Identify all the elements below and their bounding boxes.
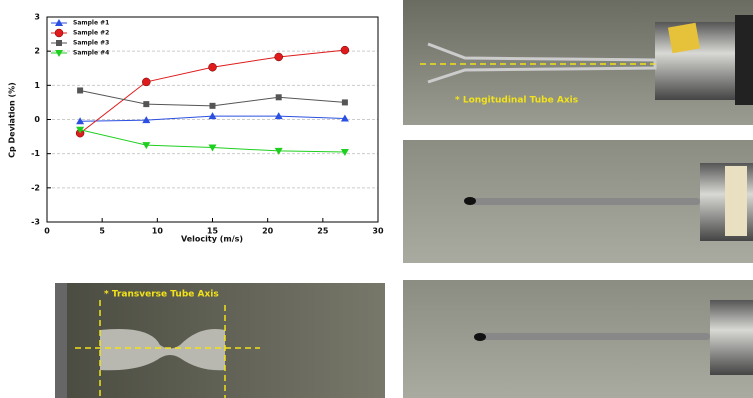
photo-transverse: * Transverse Tube Axis: [55, 283, 385, 398]
legend-marker: [55, 19, 63, 26]
y-tick-label: 0: [34, 115, 40, 124]
y-tick-label: -2: [31, 183, 40, 192]
legend-marker: [54, 28, 64, 38]
annotation: * Transverse Tube Axis: [104, 290, 219, 300]
data-point: [340, 45, 350, 55]
data-point: [76, 126, 85, 134]
data-point: [274, 147, 283, 155]
legend-label: Sample #1: [73, 20, 109, 27]
y-tick-label: -1: [31, 149, 40, 158]
data-point: [340, 114, 349, 122]
photo-longitudinal: * Longitudinal Tube Axis: [403, 0, 753, 125]
x-tick-label: 25: [317, 227, 329, 236]
annotation: * Longitudinal Tube Axis: [455, 96, 578, 106]
x-axis-label: Velocity (m/s): [181, 235, 243, 244]
chart: Cp Deviation (%) Velocity (m/s) -3 -2 -1 0 1…: [8, 13, 384, 244]
x-tick-label: 30: [372, 227, 384, 236]
legend-label: Sample #2: [73, 30, 109, 37]
data-point: [208, 112, 217, 120]
x-tick-label: 5: [99, 227, 105, 236]
photo-probe-side: [403, 140, 753, 263]
y-axis-label: Cp Deviation (%): [8, 82, 17, 158]
data-point: [77, 87, 84, 94]
y-tick-label: -3: [31, 218, 40, 227]
legend-marker: [55, 50, 63, 57]
legend-marker: [56, 40, 62, 46]
y-tick-label: 3: [34, 13, 40, 22]
legend-label: Sample #3: [73, 40, 109, 47]
data-point: [142, 116, 151, 124]
y-tick-label: 2: [34, 47, 40, 56]
data-point: [274, 52, 283, 62]
x-tick-label: 0: [44, 227, 50, 236]
legend-label: Sample #4: [73, 50, 109, 57]
data-point: [208, 144, 217, 152]
data-point: [208, 62, 217, 72]
data-point: [142, 142, 151, 150]
y-tick-label: 1: [34, 81, 40, 90]
data-point: [340, 148, 349, 156]
x-tick-label: 15: [207, 227, 219, 236]
data-point: [341, 99, 348, 106]
x-tick-label: 20: [262, 227, 274, 236]
data-point: [143, 101, 150, 108]
photo-probe-angle: [403, 280, 753, 398]
data-point: [275, 94, 282, 101]
x-tick-label: 10: [152, 227, 164, 236]
data-point: [274, 112, 283, 120]
data-point: [76, 117, 85, 125]
data-point: [209, 102, 216, 109]
data-point: [142, 77, 151, 87]
plot-frame: [46, 16, 379, 223]
